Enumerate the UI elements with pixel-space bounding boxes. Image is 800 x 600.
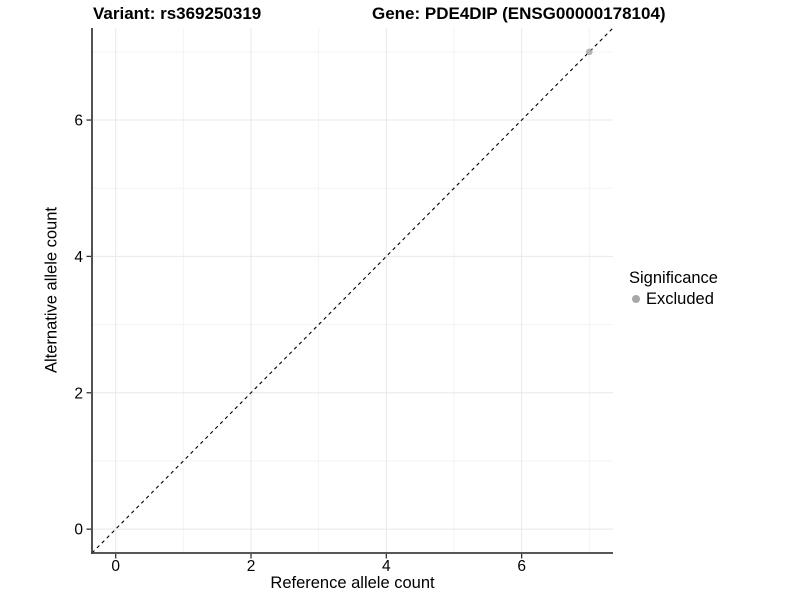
y-axis-title: Alternative allele count — [42, 207, 60, 374]
identity-dashed-line — [91, 27, 614, 554]
legend: Significance Excluded — [629, 269, 718, 308]
x-tick-label: 4 — [382, 558, 391, 575]
y-tick-label: 0 — [74, 522, 83, 539]
legend-item-excluded: Excluded — [629, 290, 718, 308]
y-tick-label: 2 — [74, 385, 83, 402]
legend-title: Significance — [629, 269, 718, 287]
data-point — [586, 48, 593, 56]
x-tick-label: 6 — [517, 558, 526, 575]
legend-item-label: Excluded — [646, 289, 714, 308]
plot-title-variant: Variant: rs369250319 — [93, 4, 262, 23]
y-tick-label: 6 — [74, 113, 83, 130]
x-tick-label: 0 — [111, 558, 120, 575]
plot-title-gene: Gene: PDE4DIP (ENSG00000178104) — [372, 4, 666, 23]
x-tick-label: 2 — [247, 558, 256, 575]
x-axis-title: Reference allele count — [270, 574, 435, 592]
y-tick-label: 4 — [74, 249, 83, 266]
legend-point-icon — [632, 295, 640, 303]
